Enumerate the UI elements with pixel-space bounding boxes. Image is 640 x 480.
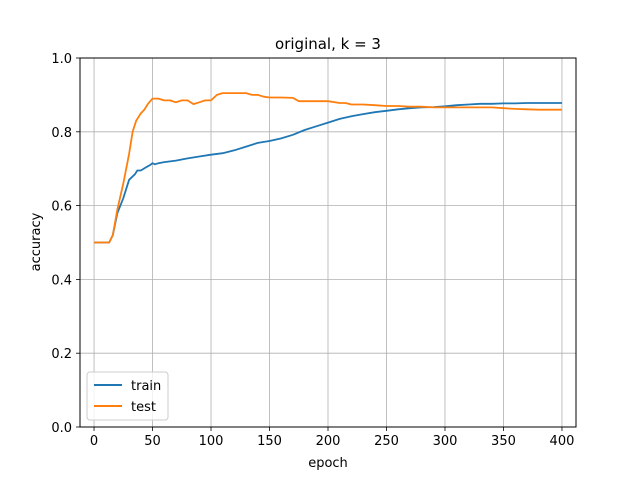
y-tick-label: 0.4 <box>51 273 72 288</box>
chart-title: original, k = 3 <box>275 35 381 53</box>
x-tick-label: 100 <box>199 434 224 449</box>
axis-ticks: 0 50 100 150 200 250 300 350 400 0.0 0.2 0.4 0.6 0.8 1… <box>51 52 574 449</box>
y-tick-label: 0.8 <box>51 126 72 141</box>
legend-test-label: test <box>131 400 156 415</box>
series-lines <box>94 92 562 244</box>
y-tick-label: 0.6 <box>51 200 72 215</box>
x-tick-label: 0 <box>90 434 98 449</box>
y-axis-label: accuracy <box>29 212 44 271</box>
x-tick-label: 250 <box>374 434 399 449</box>
x-axis-label: epoch <box>308 456 348 471</box>
x-tick-label: 350 <box>491 434 516 449</box>
series-line-train <box>94 102 562 244</box>
y-tick-label: 0.2 <box>51 347 72 362</box>
x-tick-label: 150 <box>257 434 282 449</box>
y-tick-label: 0.0 <box>51 421 72 436</box>
series-line-test <box>94 92 562 244</box>
x-tick-label: 400 <box>550 434 575 449</box>
legend: train test <box>86 371 169 421</box>
x-tick-label: 50 <box>144 434 161 449</box>
x-tick-label: 300 <box>433 434 458 449</box>
y-tick-label: 1.0 <box>51 52 72 67</box>
legend-train-label: train <box>131 379 161 394</box>
x-tick-label: 200 <box>316 434 341 449</box>
